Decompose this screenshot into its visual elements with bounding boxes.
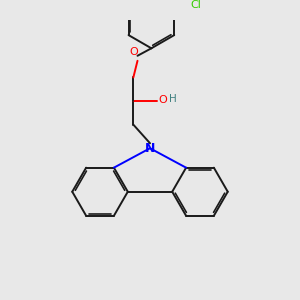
- Text: H: H: [169, 94, 176, 104]
- Text: N: N: [145, 142, 155, 155]
- Text: O: O: [158, 95, 167, 105]
- Text: Cl: Cl: [190, 0, 201, 11]
- Text: O: O: [129, 47, 138, 58]
